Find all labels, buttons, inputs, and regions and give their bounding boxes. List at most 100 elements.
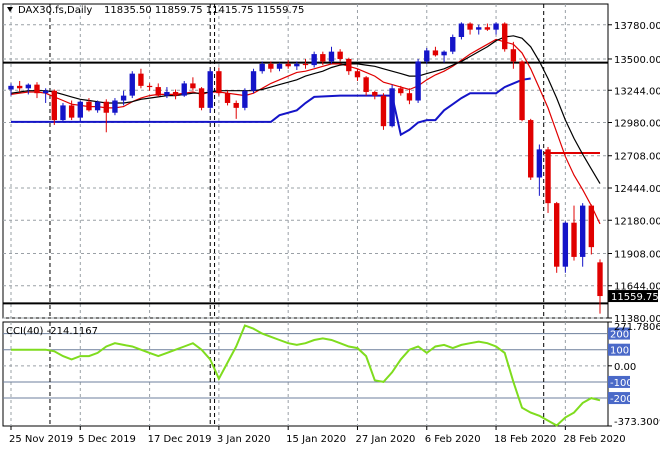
cci-tick-label: -373.3009 [614, 417, 660, 428]
last-price-tag-label: 11559.75 [611, 292, 659, 303]
candle-body [8, 85, 14, 90]
candle-body [450, 36, 456, 52]
candle-body [268, 63, 274, 69]
candle-body [285, 63, 291, 67]
candle-body [164, 91, 170, 96]
cci-grid [2, 321, 609, 427]
cci-axis: 271.7806 0.00 -373.3009 [608, 321, 660, 428]
candle-body [389, 88, 395, 127]
candle-body [276, 63, 283, 69]
candle-body [554, 203, 560, 267]
candle-body [51, 90, 57, 121]
candle-body [380, 95, 387, 127]
candle-body [129, 73, 135, 96]
cci-level-tag-bg [608, 375, 630, 388]
candle-body [311, 54, 317, 66]
candle-body [424, 50, 430, 62]
candle-body [224, 93, 231, 103]
candle-body [372, 91, 378, 96]
date-tick-label: 28 Feb 2020 [563, 434, 625, 445]
price-tick-label: 11644.00 [614, 282, 660, 293]
candle-body [259, 63, 265, 72]
candle-body [207, 71, 213, 108]
candle-body [346, 58, 352, 72]
candle-body [112, 100, 118, 113]
cci-level-tag-label: 100 [610, 346, 629, 357]
candle-body [233, 102, 239, 108]
candle-body [484, 27, 491, 30]
candle-body [597, 262, 603, 297]
candle-body [190, 83, 196, 89]
fast-ma-line [10, 38, 601, 225]
date-axis: 25 Nov 2019 5 Dec 2019 17 Dec 2019 3 Jan 20… [9, 426, 626, 445]
date-tick-label: 15 Jan 2020 [286, 434, 346, 445]
candle-body [536, 149, 543, 178]
collapse-triangle-icon[interactable] [7, 7, 13, 12]
price-tick-label: 13500.00 [614, 55, 660, 66]
candle-body [441, 51, 447, 56]
price-tick-label: 13780.00 [614, 21, 660, 32]
last-price-tag: 11559.75 [608, 290, 659, 303]
candle-body [458, 23, 465, 37]
candle-body [571, 222, 577, 257]
candle-body [467, 23, 473, 30]
candle-body [510, 49, 517, 62]
cci-level-tag-label: -200 [610, 394, 633, 405]
slow-ma-line [10, 35, 601, 184]
candle-body [198, 88, 205, 108]
candle-body [337, 51, 343, 59]
candle-body [363, 77, 369, 92]
candle-body [294, 63, 300, 67]
candle-body [60, 105, 66, 121]
candle-body [519, 61, 525, 121]
candle-body [562, 222, 569, 267]
cci-level-tag-bg [608, 343, 630, 356]
candle-body [406, 93, 413, 101]
horizontal-levels [3, 61, 608, 305]
date-tick-label: 3 Jan 2020 [217, 434, 271, 445]
cci-level-tag-label: -100 [610, 378, 633, 389]
cci-level-tag-bg [608, 327, 630, 340]
price-tick-label: 11908.00 [614, 249, 660, 260]
candle-body [545, 149, 551, 204]
chart-ohlc-values: 11835.50 11859.75 11415.75 11559.75 [104, 5, 304, 16]
date-tick-label: 6 Feb 2020 [425, 434, 481, 445]
price-tick-label: 13244.00 [614, 86, 660, 97]
candle-body [181, 83, 187, 96]
candlesticks [8, 22, 603, 314]
cci-level-tag-bg [608, 392, 630, 405]
candle-body [138, 73, 144, 86]
candle-body [146, 85, 153, 88]
date-tick-label: 27 Jan 2020 [355, 434, 415, 445]
cci-line-path [11, 324, 601, 427]
candle-body [320, 54, 326, 62]
price-tick-label: 12980.00 [614, 119, 660, 130]
price-tick-label: 11380.00 [614, 314, 660, 325]
candle-body [328, 51, 335, 62]
candle-body [398, 88, 404, 94]
candle-body [16, 85, 23, 89]
candle-body [216, 71, 222, 94]
candle-body [502, 23, 508, 50]
price-tick-label: 12180.00 [614, 216, 660, 227]
candle-body [250, 71, 257, 91]
main-grid [2, 3, 609, 319]
candle-body [579, 205, 586, 257]
candle-body [476, 27, 482, 30]
cci-tick-label: 271.7806 [614, 322, 660, 333]
candle-body [588, 205, 595, 248]
date-tick-label: 17 Dec 2019 [148, 434, 212, 445]
candle-body [103, 101, 109, 113]
support-step-line [11, 77, 531, 137]
date-tick-label: 25 Nov 2019 [9, 434, 73, 445]
cci-series [11, 324, 601, 427]
candle-body [302, 63, 309, 66]
cci-level-tags: 200 100 -100 -200 [608, 327, 633, 405]
candle-body [34, 84, 40, 94]
candle-body [432, 50, 439, 56]
candle-body [25, 84, 32, 89]
main-frame [2, 3, 609, 319]
chart-symbol-title: DAX30.fs,Daily [18, 5, 92, 16]
price-tick-label: 12708.00 [614, 152, 660, 163]
